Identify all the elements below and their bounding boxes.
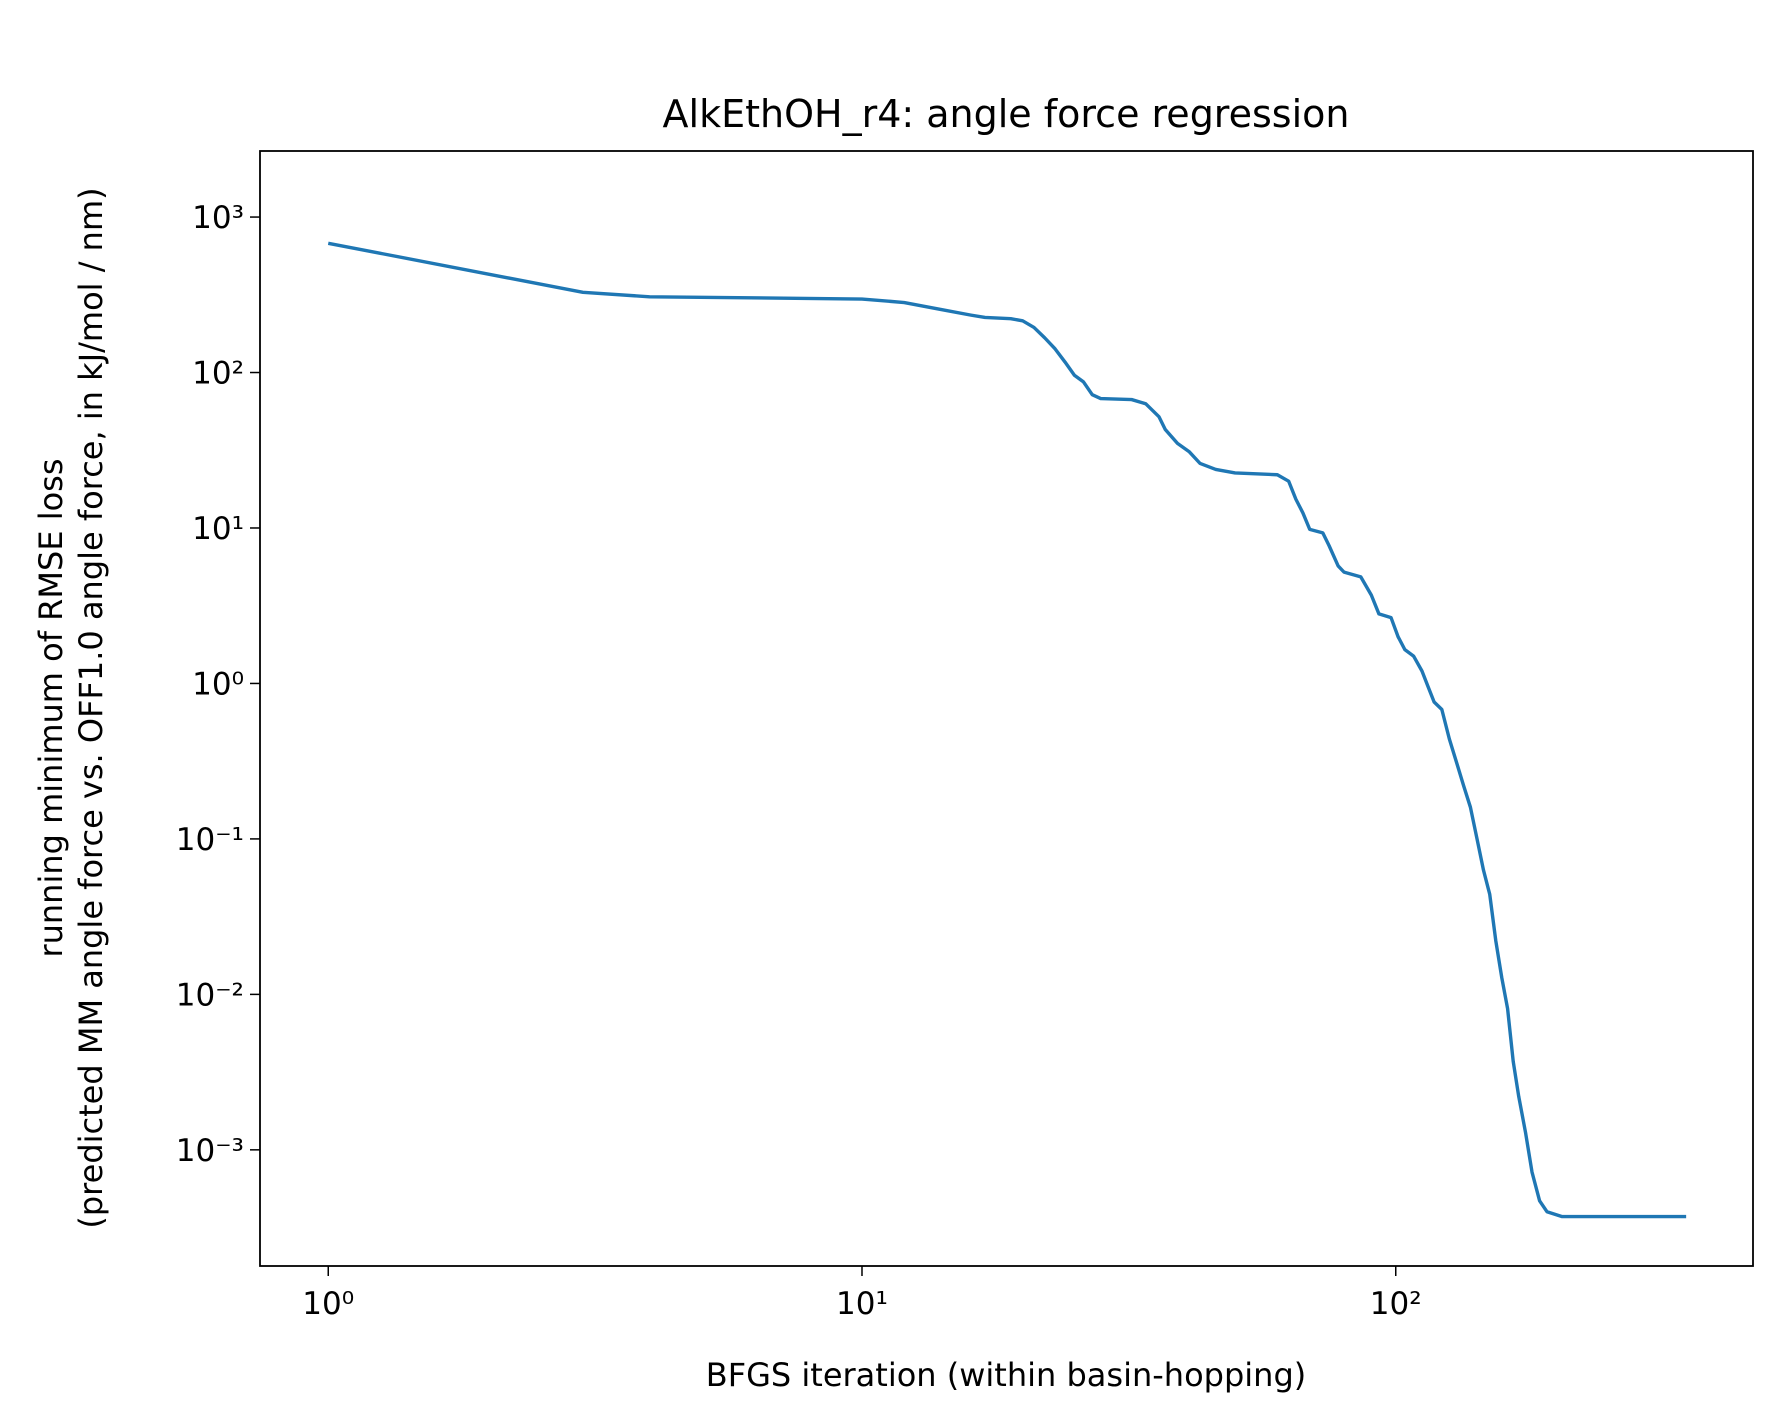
y-tick-label: 10⁻¹: [176, 822, 244, 858]
x-axis-label: BFGS iteration (within basin-hopping): [706, 1356, 1306, 1394]
chart-title: AlkEthOH_r4: angle force regression: [663, 92, 1350, 136]
x-tick-label: 10⁰: [302, 1286, 354, 1322]
y-axis-label: (predicted MM angle force vs. OFF1.0 ang…: [72, 187, 110, 1228]
data-line: [327, 241, 1687, 1219]
y-tick-label: 10⁻²: [176, 977, 244, 1013]
y-tick-label: 10³: [192, 200, 244, 236]
y-tick-label: 10⁻³: [176, 1133, 244, 1169]
plot-frame: [259, 150, 1754, 1267]
x-tick-label: 10¹: [836, 1286, 888, 1322]
x-tick-label: 10²: [1370, 1286, 1422, 1322]
y-tick-label: 10²: [192, 356, 244, 392]
y-tick-label: 10¹: [192, 511, 244, 547]
y-tick-label: 10⁰: [192, 666, 244, 702]
y-axis-label: running minimum of RMSE loss: [32, 458, 70, 957]
